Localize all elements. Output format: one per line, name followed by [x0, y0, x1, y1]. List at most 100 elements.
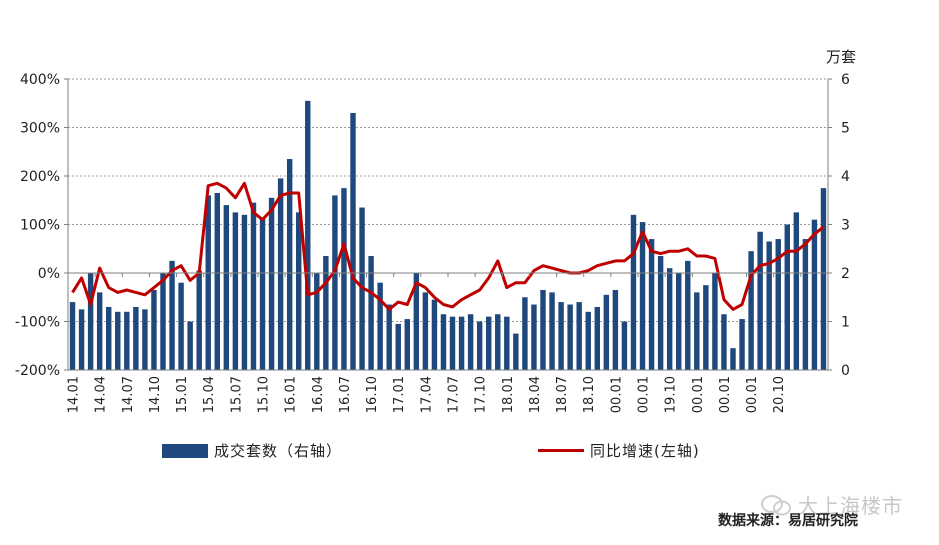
left-axis-labels: 400% 300% 200% 100% 0% -100% -200%	[15, 72, 60, 379]
bar	[142, 309, 148, 370]
right-tick-label: 4	[841, 169, 850, 185]
x-tick-label: 17.07	[447, 376, 462, 413]
bar	[78, 309, 85, 370]
bar	[296, 212, 302, 370]
bar	[232, 212, 239, 370]
right-tick-label: 2	[841, 266, 850, 282]
bar	[748, 251, 754, 370]
bar	[603, 294, 610, 370]
right-axis-labels: 6 5 4 3 2 1 0	[841, 72, 850, 379]
bar	[178, 282, 184, 370]
bar	[676, 273, 682, 370]
x-tick-label: 18.01	[501, 376, 516, 413]
x-tick-label: 19.10	[664, 376, 679, 413]
bar	[350, 112, 356, 370]
bar	[666, 268, 673, 370]
bar	[467, 314, 474, 370]
bar	[739, 319, 745, 370]
bar	[784, 224, 790, 370]
left-tick-label: 400%	[20, 72, 60, 88]
x-tick-label: 00.01	[745, 376, 760, 413]
bar	[458, 316, 465, 370]
x-tick-label: 14.07	[121, 376, 136, 413]
bar	[703, 285, 709, 370]
x-tick-label: 00.01	[609, 376, 624, 413]
x-tick-label: 15.07	[229, 376, 244, 413]
legend-line-swatch	[538, 449, 584, 452]
bar	[730, 348, 736, 370]
x-tick-label: 16.10	[365, 376, 380, 413]
x-tick-label: 16.07	[338, 376, 353, 413]
bar	[757, 231, 763, 370]
bar	[775, 239, 781, 370]
right-tick-label: 5	[841, 121, 850, 137]
bar	[214, 192, 220, 370]
bar	[594, 306, 600, 370]
left-tick-label: 0%	[38, 266, 60, 282]
bar	[323, 256, 329, 370]
bar	[793, 212, 800, 370]
x-tick-label: 15.10	[257, 376, 272, 413]
bar	[540, 289, 546, 370]
bar	[513, 333, 519, 370]
x-tick-label: 16.04	[311, 376, 326, 413]
bar	[169, 260, 175, 370]
right-tick-label: 3	[841, 218, 850, 234]
bar	[277, 178, 284, 370]
bar	[522, 297, 528, 370]
data-source: 数据来源：易居研究院	[718, 513, 858, 529]
bar	[413, 273, 420, 370]
bar	[133, 306, 139, 370]
bar	[187, 321, 193, 370]
bar	[69, 302, 76, 370]
bar	[259, 217, 266, 370]
bar	[657, 256, 664, 370]
bar	[621, 321, 628, 370]
left-tick-label: 300%	[20, 121, 60, 137]
bar	[694, 292, 700, 370]
x-tick-label: 20.10	[772, 376, 787, 413]
axes	[64, 78, 832, 371]
bar	[639, 222, 646, 370]
bar	[531, 304, 537, 370]
bar	[712, 273, 718, 370]
bar	[585, 311, 591, 370]
x-tick-label: 15.04	[202, 376, 217, 413]
bar	[549, 292, 555, 370]
bar	[87, 273, 94, 370]
x-tick-label: 17.10	[474, 376, 489, 413]
bar	[802, 239, 809, 370]
bar	[576, 302, 582, 370]
legend-item-bar: 成交套数（右轴）	[162, 440, 342, 461]
right-tick-label: 6	[841, 72, 850, 88]
bar	[404, 319, 410, 370]
bar	[440, 314, 447, 370]
x-tick-label: 17.04	[419, 376, 434, 413]
bar	[449, 316, 456, 370]
bar	[368, 256, 374, 370]
bar	[386, 304, 392, 370]
right-axis-unit: 万套	[826, 48, 856, 66]
left-tick-label: -200%	[15, 363, 60, 379]
left-tick-label: 100%	[20, 218, 60, 234]
bar	[314, 273, 320, 370]
right-tick-label: 0	[841, 363, 850, 379]
bar	[558, 302, 564, 370]
bar	[395, 323, 401, 370]
legend-item-line: 同比增速(左轴)	[538, 440, 700, 461]
bar	[476, 321, 483, 370]
x-tick-label: 00.01	[718, 376, 733, 413]
bar	[250, 202, 257, 370]
bar	[332, 195, 338, 370]
x-tick-label: 15.01	[175, 376, 190, 413]
x-tick-label: 18.04	[528, 376, 543, 413]
bar	[504, 316, 510, 370]
bar	[124, 311, 130, 370]
watermark: 大上海楼市	[798, 494, 903, 518]
x-tick-label: 14.01	[67, 376, 82, 413]
growth-line	[71, 181, 825, 311]
left-tick-label: -100%	[15, 315, 60, 331]
x-tick-label: 17.01	[392, 376, 407, 413]
bar	[96, 292, 103, 370]
